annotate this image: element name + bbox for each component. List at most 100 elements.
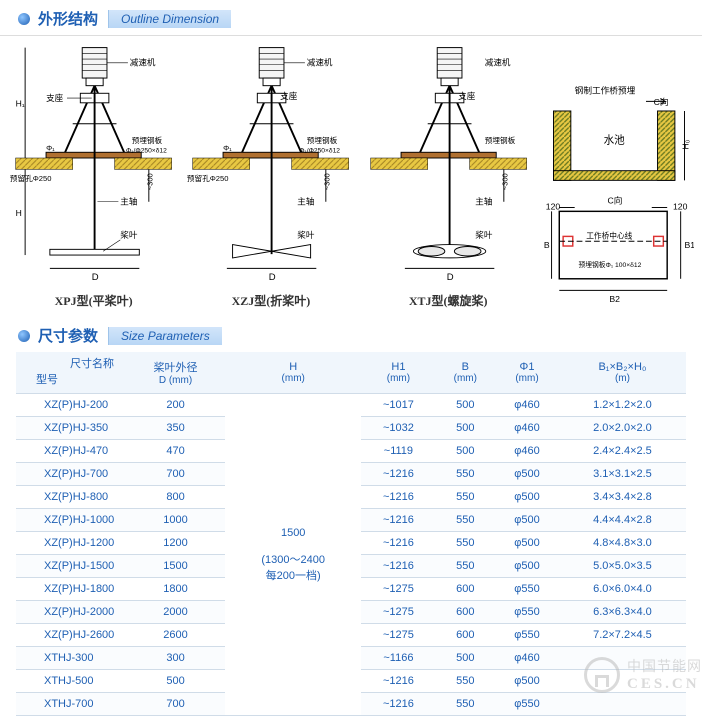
cell-D: 700: [126, 693, 225, 716]
cell-bbh: 2.0×2.0×2.0: [559, 417, 686, 440]
cell-D: 1200: [126, 532, 225, 555]
svg-text:减速机: 减速机: [484, 57, 510, 68]
cell-bbh: [559, 647, 686, 670]
section-header-outline: 外形结构 Outline Dimension: [18, 8, 702, 29]
cell-bbh: 3.1×3.1×2.5: [559, 463, 686, 486]
svg-text:Φ₁: Φ₁: [46, 143, 55, 152]
cell-D: 1000: [126, 509, 225, 532]
cell-H1: ~1216: [361, 693, 435, 716]
xzj-svg: D 减速机 支座 预埋钢板 Φ₁/Φ250×δ12 预留孔Φ250 主轴 桨叶 …: [185, 40, 356, 287]
cell-D: 700: [126, 463, 225, 486]
cell-model: XZ(P)HJ-1000: [16, 509, 126, 532]
cell-phi: φ500: [495, 509, 559, 532]
size-title-cn: 尺寸参数: [38, 325, 98, 346]
cell-phi: φ460: [495, 417, 559, 440]
size-table: 尺寸名称 型号 桨叶外径D (mm) H(mm) H1(mm) B(mm) Φ1…: [16, 352, 686, 716]
svg-text:预埋钢板Φ₁ 100×δ12: 预埋钢板Φ₁ 100×δ12: [578, 260, 641, 269]
svg-text:主轴: 主轴: [475, 196, 492, 207]
cell-model: XTHJ-500: [16, 670, 126, 693]
cell-phi: φ460: [495, 647, 559, 670]
cell-H1: ~1119: [361, 440, 435, 463]
cell-H1: ~1216: [361, 670, 435, 693]
col-H1: H1(mm): [361, 352, 435, 393]
cell-H1: ~1166: [361, 647, 435, 670]
cell-bbh: 1.2×1.2×2.0: [559, 394, 686, 417]
col-D: 桨叶外径D (mm): [126, 352, 225, 393]
diagram-xzj: D 减速机 支座 预埋钢板 Φ₁/Φ250×δ12 预留孔Φ250 主轴 桨叶 …: [185, 40, 356, 309]
cell-D: 200: [126, 394, 225, 417]
cell-phi: φ500: [495, 532, 559, 555]
svg-text:B1: B1: [684, 240, 694, 250]
cell-H1: ~1216: [361, 532, 435, 555]
cell-model: XZ(P)HJ-2600: [16, 624, 126, 647]
svg-text:H₁: H₁: [16, 99, 25, 109]
svg-text:桨叶: 桨叶: [298, 229, 316, 240]
cell-B: 550: [435, 532, 495, 555]
cell-B: 600: [435, 624, 495, 647]
svg-text:减速机: 减速机: [130, 57, 156, 68]
col-phi1: Φ1(mm): [495, 352, 559, 393]
diagram-row: D 减速机 支座 预埋钢板 Φ₁/Φ250×δ12 预留孔Φ250 主轴 桨叶 …: [0, 35, 702, 317]
cell-model: XTHJ-300: [16, 647, 126, 670]
xtj-svg: D 减速机 支座 预埋钢板 主轴 桨叶 ~300: [363, 40, 534, 287]
xpj-svg: D 减速机 支座 预埋钢板 Φ₁/Φ250×δ12 预留孔Φ250 主轴 桨叶 …: [8, 40, 179, 287]
cell-B: 500: [435, 647, 495, 670]
table-row: XZ(P)HJ-2002001500 (1300～2400 每200一档)~10…: [16, 394, 686, 417]
cell-bbh: 3.4×3.4×2.8: [559, 486, 686, 509]
cell-bbh: [559, 693, 686, 716]
section-header-size: 尺寸参数 Size Parameters: [18, 325, 702, 346]
cell-bbh: 2.4×2.4×2.5: [559, 440, 686, 463]
svg-text:支座: 支座: [280, 90, 298, 101]
cell-model: XZ(P)HJ-200: [16, 394, 126, 417]
cell-B: 600: [435, 601, 495, 624]
cell-bbh: 5.0×5.0×3.5: [559, 555, 686, 578]
svg-text:减速机: 减速机: [307, 57, 333, 68]
cell-H1: ~1275: [361, 578, 435, 601]
bullet-icon: [18, 330, 30, 342]
cell-B: 500: [435, 440, 495, 463]
col-model: 型号: [36, 373, 122, 388]
cell-phi: φ500: [495, 486, 559, 509]
cell-D: 300: [126, 647, 225, 670]
cell-H-merged: 1500 (1300～2400 每200一档): [225, 394, 361, 716]
cell-D: 1500: [126, 555, 225, 578]
xpj-caption: XPJ型(平桨叶): [8, 292, 179, 309]
svg-text:水池: 水池: [603, 134, 625, 147]
svg-text:桨叶: 桨叶: [475, 229, 493, 240]
cell-model: XZ(P)HJ-1800: [16, 578, 126, 601]
cell-D: 350: [126, 417, 225, 440]
cell-H1: ~1216: [361, 463, 435, 486]
cell-B: 550: [435, 463, 495, 486]
cell-bbh: 6.0×6.0×4.0: [559, 578, 686, 601]
outline-title-cn: 外形结构: [38, 8, 98, 29]
cell-phi: φ500: [495, 555, 559, 578]
svg-text:预留孔Φ250: 预留孔Φ250: [187, 173, 229, 183]
cell-model: XZ(P)HJ-800: [16, 486, 126, 509]
svg-text:预埋钢板: 预埋钢板: [132, 135, 163, 145]
cell-B: 600: [435, 578, 495, 601]
cell-bbh: 7.2×7.2×4.5: [559, 624, 686, 647]
svg-text:~300: ~300: [500, 173, 509, 190]
cell-B: 550: [435, 486, 495, 509]
svg-text:D: D: [446, 272, 453, 283]
svg-text:钢制工作桥预埋: 钢制工作桥预埋: [575, 84, 636, 95]
bullet-icon: [18, 13, 30, 25]
svg-text:支座: 支座: [46, 92, 64, 103]
cell-H1: ~1216: [361, 555, 435, 578]
svg-text:~300: ~300: [323, 173, 332, 190]
cell-B: 500: [435, 417, 495, 440]
svg-text:B: B: [544, 240, 550, 250]
svg-text:预埋钢板: 预埋钢板: [484, 135, 515, 145]
cell-bbh: 6.3×6.3×4.0: [559, 601, 686, 624]
svg-text:H: H: [16, 208, 22, 218]
cell-model: XZ(P)HJ-700: [16, 463, 126, 486]
col-H: H(mm): [225, 352, 361, 393]
svg-text:C向: C向: [607, 194, 622, 205]
svg-text:支座: 支座: [458, 90, 476, 101]
outline-title-en: Outline Dimension: [108, 10, 231, 28]
cell-H1: ~1216: [361, 486, 435, 509]
svg-text:H₀: H₀: [680, 139, 690, 149]
xtj-caption: XTJ型(螺旋桨): [363, 292, 534, 309]
svg-text:预留孔Φ250: 预留孔Φ250: [10, 173, 52, 183]
svg-text:主轴: 主轴: [298, 196, 315, 207]
